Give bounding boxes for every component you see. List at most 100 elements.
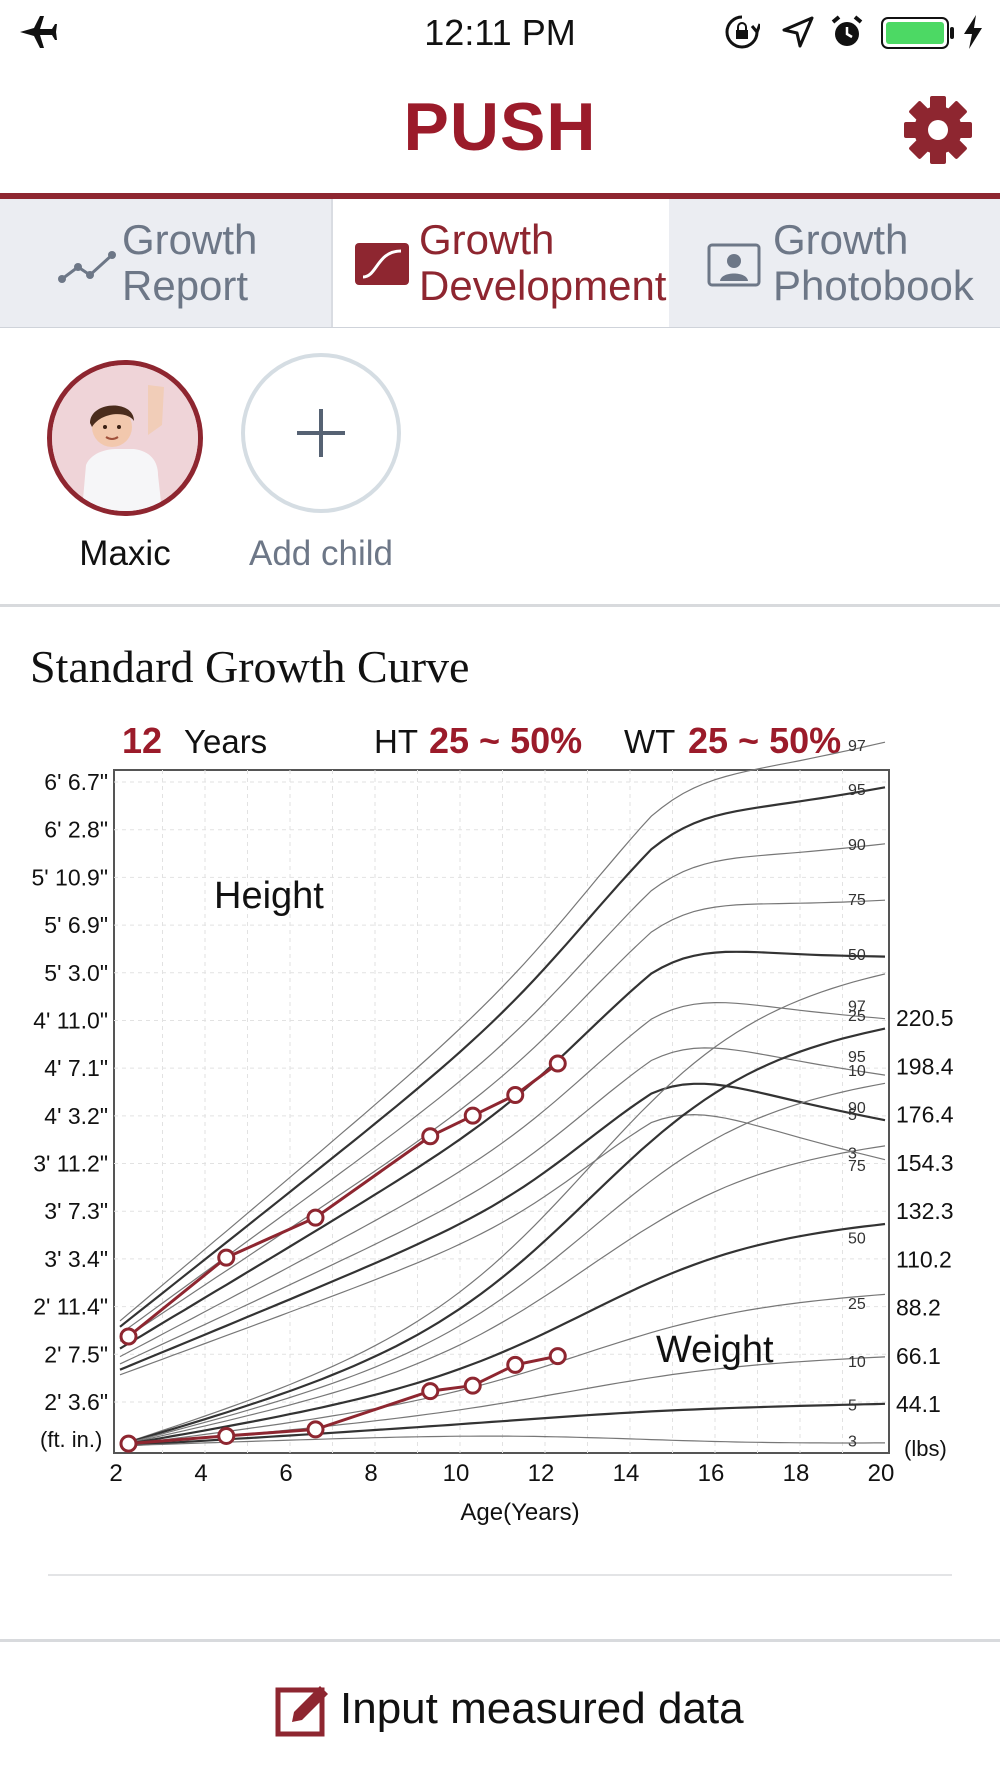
weight-percentile-curve: [119, 1145, 886, 1446]
height-percentile-label: 5: [848, 1107, 857, 1124]
airplane-icon: [20, 16, 57, 48]
app-logo: PUSH: [403, 89, 597, 165]
ht-label: HT: [374, 723, 418, 760]
add-child-label[interactable]: Add child: [249, 534, 393, 573]
ht-value: 25 ~ 50%: [429, 720, 582, 761]
weight-tick-label: 154.3: [896, 1150, 954, 1176]
height-tick-label: 6' 6.7": [44, 769, 108, 795]
age-tick-label: 14: [613, 1460, 640, 1487]
height-percentile-label: 10: [848, 1063, 866, 1080]
height-unit-label: (ft. in.): [40, 1427, 102, 1452]
height-percentile-curve: [119, 843, 886, 1335]
weight-percentile-curve: [119, 1082, 886, 1446]
chart-grid: [114, 770, 889, 1453]
app-header: PUSH: [0, 64, 1000, 194]
weight-measurement-point: [463, 1376, 482, 1395]
tab-label-line2: Photobook: [773, 262, 974, 309]
plus-icon: [297, 409, 345, 457]
battery-icon: [881, 17, 954, 49]
measured-series: [119, 1054, 567, 1453]
height-tick-label: 5' 3.0": [44, 960, 108, 986]
rotation-lock-icon: [725, 15, 760, 49]
height-tick-label: 4' 11.0": [33, 1007, 108, 1033]
child-name-label: Maxic: [79, 534, 171, 573]
height-tick-label: 2' 3.6": [44, 1389, 108, 1415]
height-percentile-label: 50: [848, 947, 866, 964]
age-tick-label: 8: [364, 1460, 377, 1487]
height-tick-label: 5' 6.9": [44, 912, 108, 938]
weight-percentile-curve: [119, 1402, 886, 1447]
percentile-curves: [119, 741, 886, 1447]
weight-percentile-label: 25: [848, 1296, 866, 1313]
tab-growth-report[interactable]: Growth Report: [0, 199, 333, 327]
height-measurement-point: [306, 1208, 325, 1227]
weight-axis-ticks: 220.5 198.4 176.4 154.3 132.3 110.2 88.2 66.1 44…: [896, 1005, 954, 1417]
input-measured-data-button[interactable]: Input measured data: [0, 1642, 1000, 1778]
height-percentile-curve: [119, 1113, 886, 1376]
age-tick-label: 6: [279, 1460, 292, 1487]
tab-label-line1: Growth: [122, 216, 258, 263]
weight-percentile-label: 50: [848, 1231, 866, 1248]
weight-percentile-label: 95: [848, 1049, 866, 1066]
chart-bottom-divider: [48, 1574, 952, 1576]
height-tick-label: 3' 3.4": [44, 1246, 108, 1272]
weight-percentile-label: 5: [848, 1397, 857, 1414]
weight-tick-label: 132.3: [896, 1198, 954, 1224]
height-tick-label: 2' 11.4": [33, 1294, 108, 1320]
weight-measurement-point: [421, 1382, 440, 1401]
age-tick-label: 10: [443, 1460, 470, 1487]
height-tick-label: 2' 7.5": [44, 1341, 108, 1367]
height-percentile-label: 25: [848, 1008, 866, 1025]
tab-growth-photobook[interactable]: Growth Photobook: [669, 199, 1000, 327]
weight-tick-label: 176.4: [896, 1102, 954, 1128]
tab-label-line2: Report: [122, 262, 249, 309]
height-percentile-curve: [119, 1001, 886, 1358]
weight-tick-label: 198.4: [896, 1053, 954, 1079]
weight-percentile-curve: [119, 1222, 886, 1447]
percentile-labels: 97 95 90 75 50 25 10 5 3 97 95 90 75 50 25 10 5 3: [848, 738, 866, 1451]
height-measurement-point: [506, 1086, 525, 1105]
height-measurement-point: [421, 1127, 440, 1146]
tab-label-line1: Growth: [419, 216, 555, 263]
height-measurement-point: [548, 1054, 567, 1073]
alarm-icon: [831, 15, 863, 46]
height-axis-ticks: 6' 6.7" 6' 2.8" 5' 10.9" 5' 6.9" 5' 3.0" 4' 1…: [31, 769, 108, 1415]
input-measured-data-label: Input measured data: [340, 1684, 744, 1733]
tab-label-line1: Growth: [773, 216, 909, 263]
tab-bar-divider: [0, 327, 1000, 328]
weight-percentile-label: 90: [848, 1100, 866, 1117]
tab-growth-development[interactable]: Growth Development: [333, 199, 669, 327]
height-percentile-label: 3: [848, 1145, 857, 1162]
settings-gear-icon[interactable]: [904, 96, 972, 164]
height-percentile-label: 95: [848, 782, 866, 799]
weight-percentile-curve: [119, 1027, 886, 1446]
height-tick-label: 3' 11.2": [33, 1151, 108, 1177]
photo-portrait-icon: [707, 243, 761, 287]
weight-percentile-label: 75: [848, 1158, 866, 1175]
chart-title: Standard Growth Curve: [30, 641, 470, 692]
height-percentile-curve: [119, 1082, 886, 1371]
section-divider: [0, 604, 1000, 607]
growth-curve-icon: [355, 243, 409, 285]
weight-percentile-curve: [119, 1435, 885, 1447]
growth-curve-chart: 12 Years HT 25 ~ 50% WT 25 ~ 50% 97 95 90 7…: [31, 720, 954, 1526]
weight-tick-label: 220.5: [896, 1005, 954, 1031]
child-avatar[interactable]: [47, 360, 203, 516]
chart-line-icon: [58, 251, 116, 283]
age-axis-ticks: 2 4 6 8 10 12 14 16 18 20: [109, 1460, 894, 1487]
status-bar: 12:11 PM: [0, 0, 1000, 64]
location-arrow-icon: [782, 16, 814, 48]
height-measurement-point: [217, 1248, 236, 1267]
footer-divider: [0, 1639, 1000, 1642]
weight-percentile-label: 10: [848, 1354, 866, 1371]
age-tick-label: 2: [109, 1460, 122, 1487]
height-percentile-curve: [119, 786, 886, 1328]
wt-value: 25 ~ 50%: [688, 720, 841, 761]
plot-area: [113, 769, 890, 1454]
add-child-button[interactable]: [241, 353, 401, 513]
height-curve-label: Height: [214, 875, 324, 917]
wt-label: WT: [624, 723, 675, 760]
weight-percentile-curve: [119, 1293, 886, 1446]
age-tick-label: 20: [868, 1460, 895, 1487]
age-value: 12: [122, 720, 162, 761]
